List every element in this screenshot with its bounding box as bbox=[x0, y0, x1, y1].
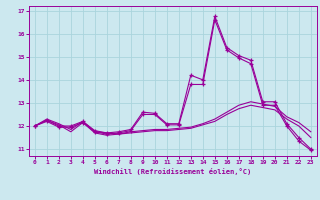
X-axis label: Windchill (Refroidissement éolien,°C): Windchill (Refroidissement éolien,°C) bbox=[94, 168, 252, 175]
